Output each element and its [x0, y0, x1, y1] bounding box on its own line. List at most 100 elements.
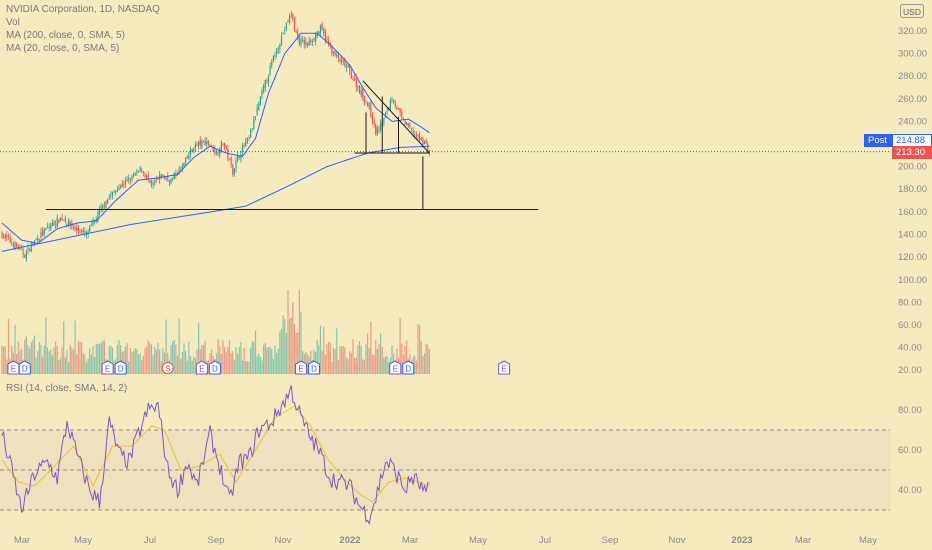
candle	[266, 80, 268, 81]
candle	[72, 226, 75, 229]
volume-tick-label: 80.00	[898, 298, 922, 309]
earnings-marker-shape	[101, 360, 114, 375]
volume-bar	[37, 350, 39, 374]
candle	[272, 55, 274, 61]
candle	[380, 121, 382, 130]
candle	[147, 175, 149, 181]
time-tick-label: Mar	[795, 535, 811, 546]
candle	[82, 230, 84, 233]
volume-bar	[276, 353, 278, 374]
time-tick-label: Sep	[602, 535, 619, 546]
volume-bar	[280, 328, 283, 374]
dividend-marker-shape	[208, 360, 221, 375]
candle	[6, 235, 8, 238]
candle	[230, 157, 232, 165]
candle	[282, 33, 284, 35]
post-tag-label: Post	[864, 134, 892, 147]
candle	[97, 211, 99, 222]
volume-bar	[74, 320, 76, 374]
volume-bar	[61, 346, 63, 374]
candle	[1, 232, 3, 238]
volume-bar	[253, 342, 255, 374]
dividend-marker-label: D	[118, 365, 124, 374]
volume-bar	[128, 361, 130, 374]
volume-bar	[328, 341, 330, 374]
candle	[178, 168, 180, 175]
volume-bar	[103, 340, 105, 374]
candle	[225, 145, 227, 149]
ma200-line	[1, 145, 430, 252]
volume-bar	[6, 359, 8, 374]
volume-bar	[250, 347, 252, 374]
candle	[29, 248, 31, 252]
candle	[172, 177, 174, 179]
time-tick-label: Jul	[539, 535, 551, 546]
currency-button[interactable]: USD	[900, 4, 924, 18]
volume-bar	[14, 324, 16, 374]
candle	[224, 143, 226, 147]
candle	[191, 149, 193, 152]
volume-bar	[201, 344, 203, 374]
volume-bar	[292, 302, 294, 374]
dividend-event-marker[interactable]: D	[208, 360, 221, 375]
candle	[289, 15, 291, 23]
candle	[410, 127, 413, 129]
candle	[81, 231, 83, 233]
candle	[315, 34, 317, 42]
price-tick-label: 320.00	[898, 26, 927, 37]
price-tick-label: 300.00	[898, 49, 927, 60]
candle	[302, 39, 304, 41]
candle	[189, 149, 192, 155]
candle	[98, 209, 101, 214]
candle	[254, 117, 257, 119]
dividend-event-marker[interactable]: D	[114, 360, 127, 375]
candle	[217, 152, 219, 154]
candle	[64, 217, 66, 223]
candle	[297, 31, 299, 40]
candle	[45, 228, 47, 230]
candle	[305, 41, 307, 45]
volume-bar	[220, 353, 222, 374]
dividend-event-marker[interactable]: D	[402, 360, 415, 375]
candle	[42, 231, 44, 235]
volume-bar	[306, 354, 309, 374]
candle	[423, 141, 426, 145]
candle	[415, 134, 417, 137]
dividend-event-marker[interactable]: D	[308, 360, 320, 375]
volume-bar	[401, 343, 403, 374]
volume-bar	[87, 358, 89, 374]
volume-bar	[77, 340, 79, 374]
candle	[376, 127, 378, 134]
candle	[324, 31, 326, 41]
volume-bar	[157, 342, 159, 374]
earnings-event-marker[interactable]: E	[195, 360, 208, 375]
volume-bar	[79, 341, 81, 374]
candle	[212, 147, 214, 152]
candle	[120, 184, 122, 188]
volume-bar	[378, 343, 380, 374]
earnings-event-marker[interactable]: E	[101, 360, 114, 375]
candle	[77, 228, 79, 232]
dividend-event-marker[interactable]: D	[18, 360, 31, 375]
earnings-event-marker[interactable]: E	[389, 360, 402, 375]
candle	[263, 85, 265, 92]
split-event-marker[interactable]: S	[161, 362, 174, 374]
volume-bar	[371, 354, 374, 374]
volume-bar	[230, 354, 232, 374]
dividend-marker-label: D	[22, 365, 28, 374]
earnings-event-marker[interactable]: E	[7, 360, 20, 375]
earnings-event-marker[interactable]: E	[498, 360, 511, 375]
earnings-event-marker[interactable]: E	[295, 360, 307, 375]
volume-bar	[144, 348, 146, 374]
candle	[160, 175, 162, 178]
candle	[61, 218, 63, 220]
volume-bar	[324, 354, 326, 374]
candle	[371, 115, 374, 123]
candle	[157, 178, 159, 180]
candle	[20, 247, 23, 249]
volume-bar	[134, 348, 136, 374]
volume-bar	[285, 332, 287, 374]
volume-bar	[46, 347, 49, 374]
volume-bar	[235, 347, 237, 374]
